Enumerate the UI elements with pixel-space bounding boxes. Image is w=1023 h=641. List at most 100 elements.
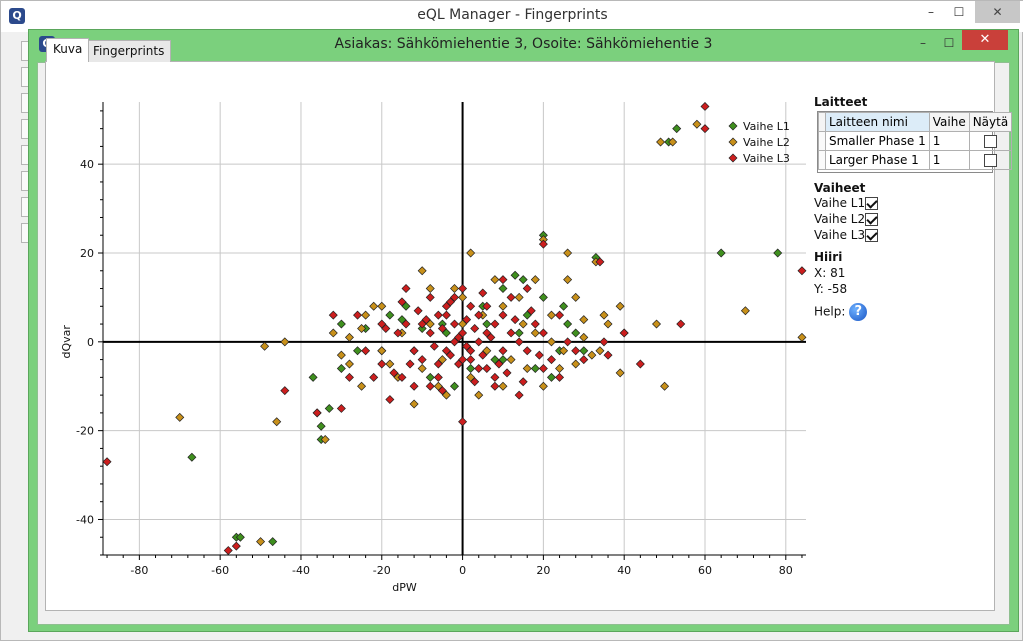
data-point-2	[595, 346, 605, 356]
data-point-1	[716, 248, 726, 258]
data-point-2	[668, 137, 678, 147]
data-point-3	[599, 337, 609, 347]
data-point-3	[466, 355, 476, 365]
data-point-1	[450, 381, 459, 391]
phase-l1-option[interactable]: Vaihe L1	[814, 196, 879, 210]
data-point-2	[450, 284, 459, 294]
data-point-1	[336, 363, 346, 373]
data-point-3	[478, 350, 488, 360]
data-point-3	[381, 324, 391, 333]
data-point-2	[474, 390, 484, 400]
data-point-1	[518, 275, 528, 285]
data-point-2	[458, 292, 468, 302]
data-point-1	[385, 310, 395, 320]
data-point-2	[344, 332, 354, 342]
data-point-2	[615, 301, 625, 311]
show-checkbox[interactable]	[983, 135, 997, 148]
device-name-cell[interactable]: Smaller Phase 1	[825, 131, 930, 151]
data-point-2	[256, 537, 266, 547]
close-button[interactable]: ✕	[962, 30, 1008, 50]
data-point-2	[357, 324, 367, 333]
data-point-2	[357, 381, 367, 391]
data-point-3	[555, 310, 565, 320]
x-tick-label: -40	[292, 564, 310, 577]
close-button[interactable]: ✕	[975, 1, 1020, 23]
inner-title-bar[interactable]: Q Asiakas: Sähkömiehentie 3, Osoite: Säh…	[29, 30, 1018, 58]
data-point-2	[563, 275, 573, 285]
legend-marker	[728, 121, 738, 131]
x-axis-label: dPW	[392, 581, 417, 594]
phase-l2-checkbox[interactable]	[865, 213, 879, 226]
data-point-2	[175, 412, 185, 422]
legend-marker	[728, 137, 738, 147]
maximize-button[interactable]: ☐	[953, 5, 965, 19]
data-point-3	[413, 306, 423, 316]
data-point-1	[268, 537, 278, 547]
data-point-2	[490, 275, 500, 285]
data-point-1	[514, 328, 524, 338]
data-point-1	[546, 372, 556, 382]
outer-title-bar[interactable]: Q eQL Manager - Fingerprints – ☐ ✕	[1, 1, 1023, 32]
phase-l2-option[interactable]: Vaihe L2	[814, 212, 879, 226]
x-tick-label: 40	[617, 564, 631, 577]
data-point-2	[361, 310, 371, 320]
mouse-x-readout: X: 81	[814, 266, 846, 280]
minimize-button[interactable]: –	[920, 36, 926, 50]
data-point-3	[478, 288, 488, 298]
data-point-2	[571, 359, 581, 369]
data-point-3	[433, 310, 443, 320]
tab-fingerprints[interactable]: Fingerprints	[86, 40, 172, 62]
data-point-3	[280, 386, 290, 396]
mouse-y-readout: Y: -58	[814, 282, 848, 296]
help-icon[interactable]: ?	[849, 303, 868, 321]
column-header-vaihe[interactable]: Vaihe	[928, 112, 970, 132]
row-header[interactable]	[818, 150, 826, 170]
tab-kuva[interactable]: Kuva	[46, 38, 90, 62]
data-point-1	[579, 346, 589, 356]
minimize-button[interactable]: –	[928, 5, 934, 19]
vaiheet-heading: Vaiheet	[814, 181, 866, 195]
data-point-2	[555, 363, 565, 373]
phase-l3-option[interactable]: Vaihe L3	[814, 228, 879, 242]
data-point-2	[425, 284, 435, 294]
phase-l1-checkbox[interactable]	[865, 197, 879, 210]
data-point-2	[377, 301, 387, 311]
show-cell	[968, 131, 1013, 151]
devices-grid[interactable]: Laitteen nimi Vaihe Näytä Smaller Phase …	[817, 111, 1013, 173]
column-header-nayta[interactable]: Näytä	[968, 112, 1013, 132]
fingerprint-scatter-chart[interactable]: -80 -60 -40 -20 0 20 40 60 80 -40 -20 0 20 40 dPW dQvar…	[46, 96, 811, 601]
data-point-3	[462, 341, 472, 351]
data-point-3	[369, 372, 379, 382]
y-tick-label: 0	[87, 336, 94, 349]
data-point-2	[538, 381, 548, 391]
row-header[interactable]	[818, 131, 826, 151]
data-point-3	[595, 257, 605, 267]
data-point-2	[344, 359, 354, 369]
data-point-2	[417, 266, 427, 276]
phase-l3-checkbox[interactable]	[865, 229, 879, 242]
legend-label: Vaihe L3	[743, 152, 790, 165]
data-point-3	[498, 275, 508, 285]
x-tick-label: 80	[779, 564, 793, 577]
data-point-3	[405, 359, 415, 369]
y-tick-label: -40	[76, 513, 94, 526]
device-name-cell[interactable]: Larger Phase 1	[825, 150, 930, 170]
table-row[interactable]: Larger Phase 1 1	[818, 150, 1013, 170]
data-point-2	[328, 328, 338, 338]
data-point-3	[393, 328, 403, 338]
data-point-2	[579, 315, 589, 325]
device-vaihe-cell[interactable]: 1	[928, 150, 970, 170]
row-header-corner	[818, 112, 826, 132]
data-point-3	[437, 386, 447, 396]
data-point-3	[514, 337, 524, 347]
show-checkbox[interactable]	[983, 154, 997, 167]
maximize-button[interactable]: ☐	[943, 36, 955, 50]
outer-window-title: eQL Manager - Fingerprints	[417, 7, 608, 23]
data-point-3	[470, 377, 480, 387]
data-point-3	[700, 101, 710, 111]
data-point-3	[425, 328, 435, 338]
table-row[interactable]: Smaller Phase 1 1	[818, 131, 1013, 151]
device-vaihe-cell[interactable]: 1	[928, 131, 970, 151]
column-header-name[interactable]: Laitteen nimi	[825, 112, 930, 132]
data-point-3	[482, 301, 492, 311]
